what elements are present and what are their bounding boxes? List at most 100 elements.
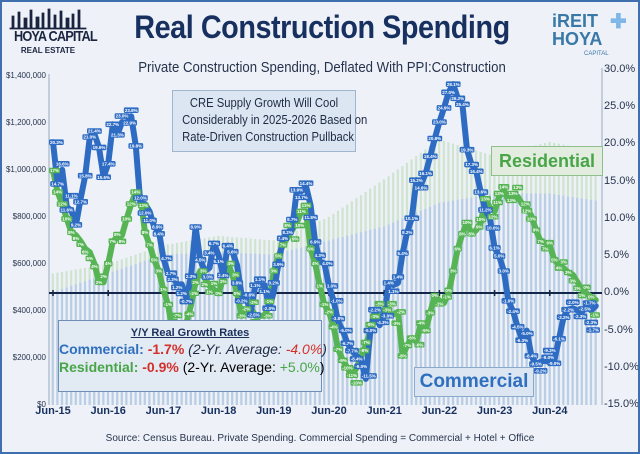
point-label-badge bbox=[345, 347, 359, 354]
point-label-badge bbox=[310, 260, 320, 267]
point-label-text: 4% bbox=[91, 264, 98, 269]
point-label-badge bbox=[350, 379, 363, 386]
point-label-text: 8% bbox=[468, 231, 475, 236]
point-label-badge bbox=[559, 259, 568, 265]
point-label-residential: 8% bbox=[467, 230, 476, 237]
point-label-badge bbox=[198, 268, 208, 274]
point-label-text: -6% bbox=[408, 336, 416, 341]
point-label-commercial: -2.5% bbox=[246, 312, 261, 318]
point-label-residential: 1% bbox=[205, 289, 214, 295]
point-label-commercial: -9.5% bbox=[529, 361, 543, 367]
point-label-badge bbox=[122, 120, 137, 126]
bar-commercial bbox=[520, 193, 524, 405]
point-label-residential: -3% bbox=[382, 306, 393, 313]
point-label-text: 3% bbox=[565, 270, 572, 275]
point-label-text: 12% bbox=[522, 208, 531, 213]
point-label-commercial: 27.0% bbox=[441, 89, 456, 96]
point-label-commercial: 1.1% bbox=[387, 288, 400, 294]
point-label-commercial: 1.1% bbox=[249, 282, 262, 288]
point-label-text: 10.0% bbox=[487, 226, 500, 231]
left-axis-tick-label: $200,000 bbox=[12, 353, 46, 362]
point-label-text: -2.5% bbox=[248, 313, 260, 318]
x-axis-tick-label: Jun-23 bbox=[476, 405, 513, 417]
point-label-residential: -4% bbox=[328, 324, 339, 330]
point-label-residential: 6% bbox=[85, 255, 95, 262]
point-label-commercial: 8.7% bbox=[286, 216, 299, 223]
point-label-text: 18.4% bbox=[424, 154, 437, 159]
point-label-text: -1% bbox=[435, 301, 443, 306]
point-label-commercial: 1.4% bbox=[382, 280, 395, 286]
point-label-badge bbox=[61, 216, 73, 222]
point-label-text: -0.6% bbox=[243, 292, 255, 297]
point-label-text: 3% bbox=[450, 269, 457, 274]
point-label-badge bbox=[478, 207, 493, 213]
point-label-text: 21.0% bbox=[83, 135, 96, 140]
x-axis-tick-label: Jun-18 bbox=[200, 405, 237, 417]
point-label-residential: 13% bbox=[493, 190, 505, 197]
point-label-badge bbox=[550, 257, 559, 263]
point-label-residential: -8% bbox=[359, 347, 370, 354]
point-label-badge bbox=[493, 190, 505, 197]
point-label-text: 8% bbox=[73, 236, 80, 241]
point-label-commercial: 14.4% bbox=[298, 180, 314, 186]
point-label-commercial: 16.4% bbox=[468, 168, 484, 175]
point-label-commercial: 3.0% bbox=[201, 274, 214, 280]
point-label-badge bbox=[497, 268, 510, 274]
bar-commercial bbox=[350, 234, 353, 405]
point-label-text: 16.4% bbox=[470, 169, 483, 174]
point-label-badge bbox=[262, 305, 277, 312]
point-label-badge bbox=[99, 273, 108, 279]
point-label-commercial: -2.3% bbox=[573, 313, 588, 320]
point-label-commercial: 26.2% bbox=[450, 95, 466, 102]
point-label-text: -9.2% bbox=[535, 368, 547, 373]
source-note: Source: Census Bureau. Private Spending.… bbox=[105, 433, 535, 444]
point-label-text: 19.6% bbox=[93, 145, 106, 150]
point-label-text: -3% bbox=[388, 301, 396, 306]
point-label-badge bbox=[444, 287, 453, 294]
point-label-residential: 0% bbox=[214, 290, 223, 297]
point-label-badge bbox=[374, 300, 385, 307]
point-label-commercial: 11.0% bbox=[142, 217, 157, 224]
point-label-text: 8.4% bbox=[154, 231, 164, 236]
point-label-text: 8% bbox=[459, 231, 466, 236]
point-label-text: 13.7% bbox=[295, 195, 308, 200]
bar-commercial bbox=[461, 198, 464, 405]
point-label-badge bbox=[459, 146, 475, 153]
point-label-residential: 6% bbox=[545, 239, 555, 246]
point-label-residential: 13% bbox=[505, 197, 517, 204]
point-label-badge bbox=[262, 312, 273, 319]
point-label-text: -2.2% bbox=[369, 307, 381, 312]
right-axis-tick-label: -15.0% bbox=[604, 398, 639, 410]
bar-commercial bbox=[488, 194, 491, 405]
point-label-badge bbox=[200, 281, 210, 288]
point-label-text: 0% bbox=[432, 293, 439, 298]
point-label-residential: 0% bbox=[582, 284, 591, 291]
point-label-residential: -10% bbox=[350, 379, 363, 386]
point-label-commercial: -2.0% bbox=[565, 299, 580, 306]
point-label-text: -2% bbox=[397, 310, 405, 315]
point-label-commercial: 21.0% bbox=[82, 134, 98, 140]
right-axis-tick-label: 15.0% bbox=[604, 174, 636, 187]
point-label-badge bbox=[328, 324, 339, 330]
point-label-badge bbox=[278, 242, 288, 248]
point-label-badge bbox=[232, 290, 242, 297]
bar-commercial bbox=[484, 195, 487, 405]
point-label-text: -2.0% bbox=[567, 300, 579, 305]
point-label-badge bbox=[151, 224, 164, 230]
ireit-hoya-logo: iREIT ✚ HOYA CAPITAL bbox=[552, 11, 627, 57]
point-label-badge bbox=[96, 174, 111, 180]
point-label-badge bbox=[231, 271, 240, 278]
point-label-badge bbox=[387, 288, 400, 294]
point-label-text: -3% bbox=[426, 310, 434, 315]
bar-commercial bbox=[447, 201, 450, 405]
point-label-commercial: 2.7% bbox=[164, 270, 178, 277]
right-axis-tick-label: 0.0% bbox=[604, 286, 630, 299]
point-label-badge bbox=[422, 153, 438, 160]
point-label-badge bbox=[276, 235, 290, 242]
point-label-text: 17% bbox=[50, 168, 59, 173]
point-label-residential: -2% bbox=[188, 290, 200, 297]
point-label-badge bbox=[264, 298, 275, 305]
point-label-text: 2.3% bbox=[167, 277, 177, 282]
point-label-text: 6% bbox=[307, 246, 314, 251]
point-label-commercial: -9.0% bbox=[354, 363, 369, 370]
